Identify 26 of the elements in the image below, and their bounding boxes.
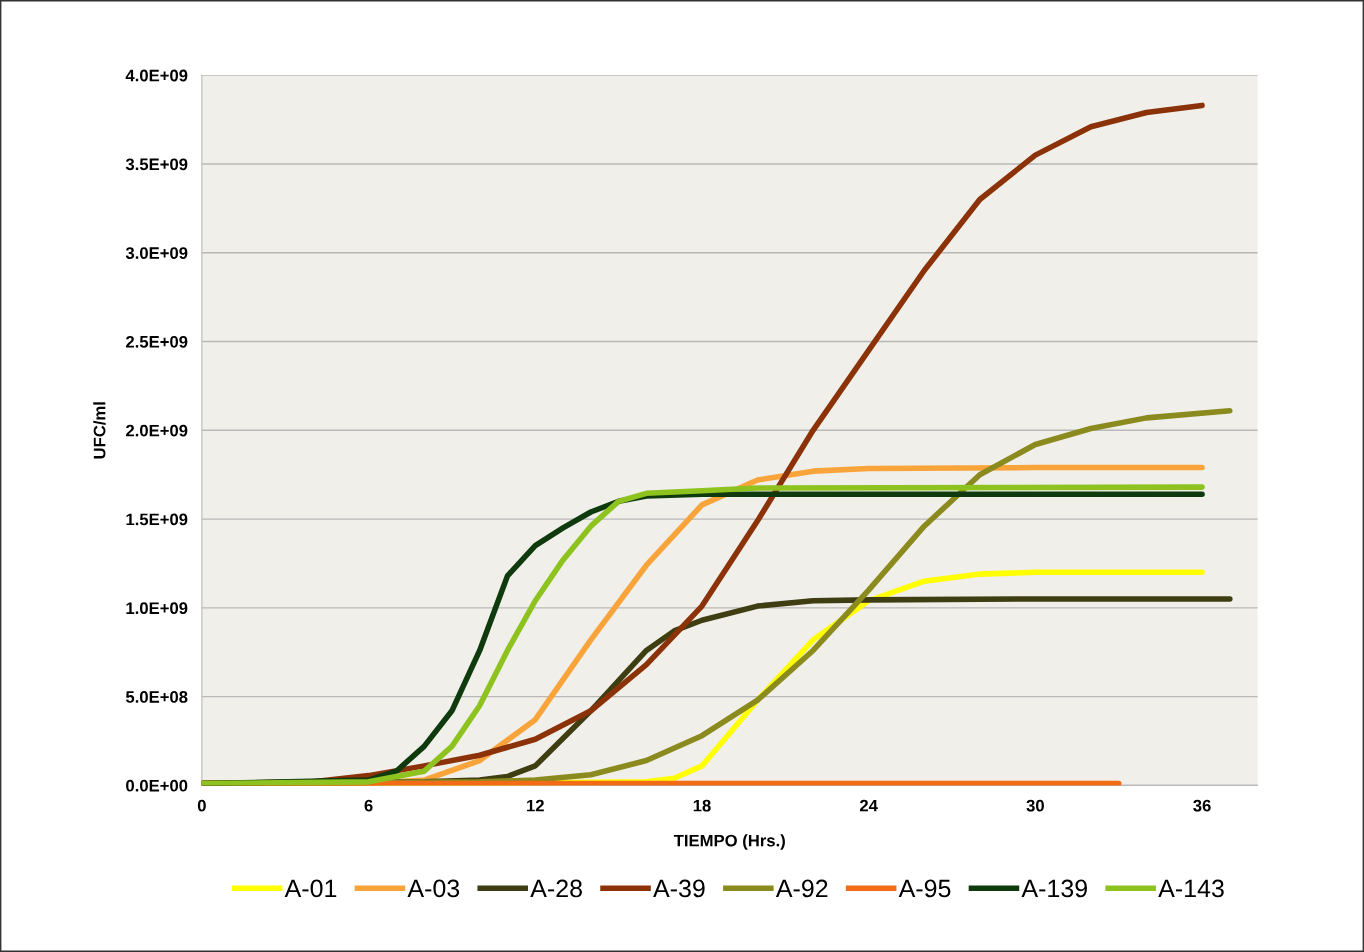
x-tick-label: 6 (364, 799, 373, 812)
legend-label: A-01 (284, 879, 337, 898)
x-tick-label: 24 (859, 799, 878, 812)
legend-label: A-143 (1158, 879, 1224, 898)
y-tick-label: 4.0E+09 (125, 69, 188, 82)
x-tick-label: 18 (693, 799, 711, 812)
x-tick-label: 0 (197, 799, 206, 812)
y-tick-label: 3.0E+09 (125, 247, 188, 259)
y-tick-label: 0.0E+00 (126, 779, 188, 792)
y-tick-label: 2.0E+09 (126, 424, 188, 437)
x-tick-label: 36 (1193, 799, 1211, 812)
legend-label: A-03 (407, 879, 460, 898)
y-tick-label: 5.0E+08 (125, 691, 188, 703)
legend-label: A-95 (898, 879, 951, 898)
y-tick-label: 1.5E+09 (126, 513, 188, 526)
legend-label: A-39 (653, 879, 705, 898)
x-tick-label: 30 (1026, 799, 1044, 812)
y-axis-title: UFC/ml (93, 402, 106, 459)
y-tick-label: 2.5E+09 (126, 335, 188, 348)
legend-label: A-92 (775, 879, 828, 898)
x-tick-label: 12 (527, 799, 544, 812)
y-tick-label: 3.5E+09 (125, 158, 188, 171)
legend-label: A-139 (1021, 879, 1087, 898)
legend-label: A-28 (530, 879, 582, 898)
x-axis-title: TIEMPO (Hrs.) (673, 834, 785, 850)
y-tick-label: 1.0E+09 (126, 602, 188, 615)
